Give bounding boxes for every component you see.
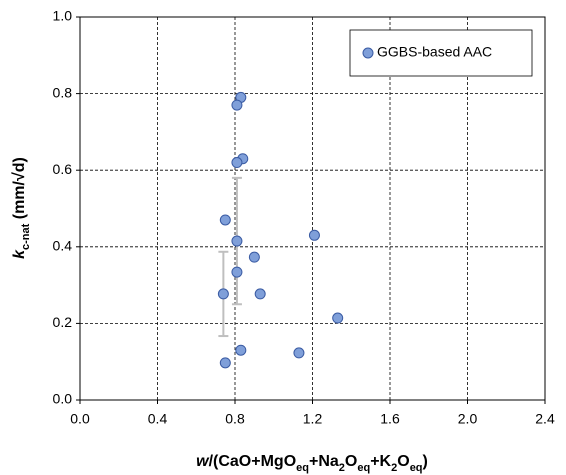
point <box>308 229 320 241</box>
point <box>231 266 243 278</box>
point <box>219 214 231 226</box>
label-part: +Na <box>309 453 339 470</box>
y-tick-label: 0.4 <box>53 238 73 254</box>
legend-box <box>349 29 533 77</box>
point <box>332 312 344 324</box>
label-part: c-nat <box>20 223 32 250</box>
label-part: k <box>11 249 28 259</box>
point <box>231 157 243 169</box>
point <box>231 235 243 247</box>
point <box>219 357 231 369</box>
label-part: (mm/√d) <box>11 157 28 224</box>
label-part: 2 <box>339 462 345 474</box>
x-tick-label: 0.8 <box>225 411 245 427</box>
point <box>217 288 229 300</box>
plot-frame <box>79 16 546 401</box>
x-tick-label: 2.0 <box>458 411 478 427</box>
x-tick-label: 0.0 <box>70 411 90 427</box>
x-tick-label: 1.6 <box>380 411 400 427</box>
y-tick-label: 0.6 <box>53 161 73 177</box>
label-part: eq <box>296 462 309 474</box>
label-part: /(CaO+MgO <box>209 453 297 470</box>
y-tick-label: 0.0 <box>53 391 73 407</box>
point <box>231 99 243 111</box>
x-axis-label: w/(CaO+MgOeq+Na2Oeq+K2Oeq) <box>196 453 428 474</box>
label-part: eq <box>357 462 370 474</box>
y-tick-label: 1.0 <box>53 8 73 24</box>
label-part: eq <box>410 462 423 474</box>
label-part: ) <box>423 453 428 470</box>
point <box>235 344 247 356</box>
legend-marker <box>362 47 374 59</box>
x-tick-label: 2.4 <box>535 411 555 427</box>
point <box>293 347 305 359</box>
y-tick-label: 0.2 <box>53 314 73 330</box>
legend-label: GGBS-based AAC <box>377 44 492 60</box>
point <box>248 251 260 263</box>
label-part: O <box>345 453 357 470</box>
x-tick-label: 0.4 <box>148 411 168 427</box>
point <box>254 288 266 300</box>
y-axis-label: kc-nat (mm/√d) <box>11 157 32 259</box>
y-tick-label: 0.8 <box>53 84 73 100</box>
label-part: w <box>196 453 210 470</box>
x-tick-label: 1.2 <box>303 411 323 427</box>
label-part: +K <box>370 453 391 470</box>
label-part: O <box>397 453 409 470</box>
label-part: 2 <box>391 462 397 474</box>
